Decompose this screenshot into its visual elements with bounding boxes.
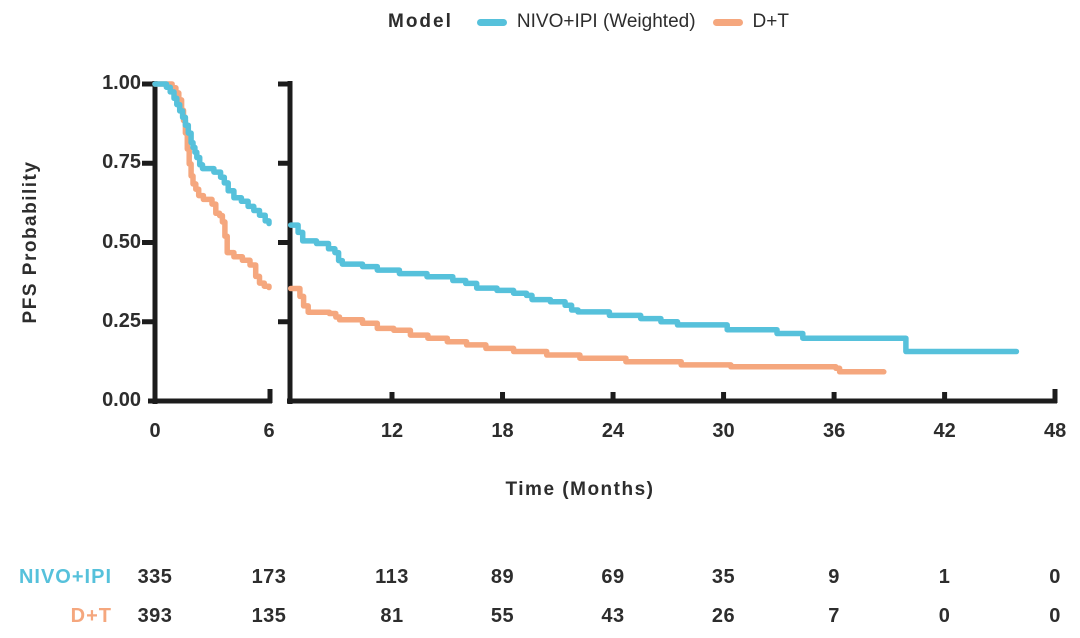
dt-legend-label: D+T	[752, 11, 789, 32]
risk-count: 7	[828, 605, 840, 627]
risk-count: 0	[938, 605, 951, 627]
risk-count: 1	[938, 566, 951, 588]
x-axis-title: Time (Months)	[505, 479, 655, 500]
risk-count: 173	[251, 566, 287, 588]
dt-curve-panel2	[287, 285, 887, 375]
x-tick-label: 36	[822, 420, 846, 442]
y-tick-label: 0.75	[102, 151, 141, 174]
y-tick-label: 0.00	[102, 389, 141, 411]
risk-count: 43	[601, 605, 625, 627]
risk-count: 9	[828, 566, 840, 588]
x-tick-label: 30	[712, 420, 735, 442]
x-tick-label: 0	[149, 420, 161, 442]
risk-row-label-dt: D+T	[70, 605, 112, 627]
risk-count: 0	[1049, 566, 1061, 588]
nivo-ipi-legend-label: NIVO+IPI (Weighted)	[516, 11, 696, 32]
risk-row-label-nivo-ipi: NIVO+IPI	[18, 566, 112, 588]
risk-count: 113	[375, 566, 409, 588]
x-tick-label: 24	[601, 420, 625, 442]
y-tick-label: 0.50	[102, 230, 141, 253]
risk-count: 335	[137, 566, 173, 588]
nivo-ipi-curve-panel2	[287, 222, 1020, 355]
x-tick-label: 12	[380, 420, 404, 442]
dt-curve-panel1	[152, 81, 272, 291]
legend: Model NIVO+IPI (Weighted) D+T	[388, 11, 806, 33]
risk-count: 69	[601, 566, 625, 588]
nivo-ipi-legend-swatch	[476, 18, 507, 26]
risk-count: 135	[251, 605, 287, 627]
nivo-ipi-curve-panel1	[152, 81, 272, 227]
legend-item-dt: D+T	[712, 11, 789, 33]
x-tick-label: 48	[1043, 420, 1067, 442]
x-tick-label: 18	[491, 420, 514, 442]
x-tick-label: 6	[263, 420, 275, 442]
risk-count: 393	[137, 605, 173, 627]
risk-count: 35	[711, 566, 736, 588]
risk-count: 81	[380, 605, 404, 627]
dt-legend-swatch	[712, 18, 743, 26]
risk-count: 55	[490, 605, 515, 627]
legend-title: Model	[388, 11, 453, 32]
y-tick-label: 1.00	[102, 72, 141, 94]
risk-count: 89	[490, 566, 515, 588]
legend-item-nivo-ipi: NIVO+IPI (Weighted)	[476, 11, 696, 33]
risk-count: 0	[1049, 605, 1061, 627]
risk-count: 26	[711, 605, 736, 627]
y-tick-label: 0.25	[102, 309, 141, 332]
x-tick-label: 42	[933, 420, 956, 442]
